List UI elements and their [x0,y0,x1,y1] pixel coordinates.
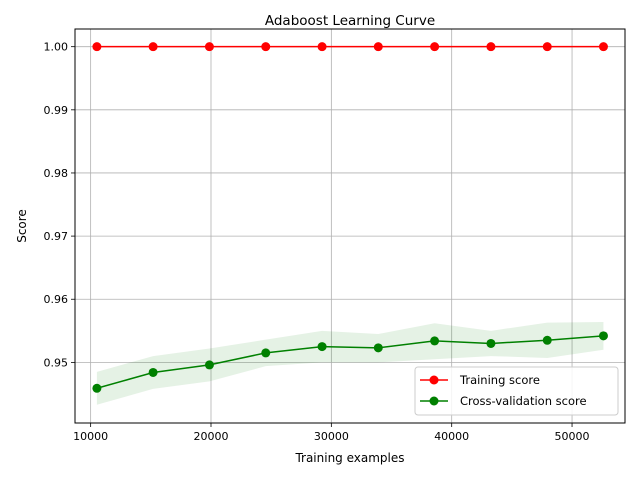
x-tick-label: 30000 [314,430,349,443]
chart-title: Adaboost Learning Curve [265,13,435,29]
y-tick-label: 0.99 [44,104,69,117]
cross-validation-score-point [92,383,102,393]
legend-box [414,366,619,416]
plot-area [74,28,626,424]
cross-validation-score-point [430,336,440,346]
x-tick-label: 50000 [555,430,590,443]
y-tick-label: 0.95 [44,356,69,369]
x-tick-label: 10000 [73,430,108,443]
cross-validation-score-point [373,343,383,353]
cross-validation-score-line [96,335,604,389]
legend-swatch-training-marker [429,375,439,385]
training-score-point [317,42,327,52]
cross-validation-score-point [542,335,552,345]
cross-validation-score-point [598,331,608,341]
training-score-point [148,42,158,52]
training-score-point [204,42,214,52]
series-lines [92,42,608,393]
x-tick-label: 20000 [193,430,228,443]
legend-label-training: Training score [459,373,540,387]
training-score-point [430,42,440,52]
training-score-point [598,42,608,52]
cross-validation-score-point [317,342,327,352]
cross-validation-score-point [486,338,496,348]
cross-validation-score-point [148,367,158,377]
legend: Training score Cross-validation score [414,366,619,416]
training-score-point [261,42,271,52]
cross-validation-score-point [204,360,214,370]
training-score-point [542,42,552,52]
axis-ticks: 10000 20000 30000 40000 50000 0.95 0.96 0.97 0.9… [44,41,590,443]
y-tick-label: 0.98 [44,167,69,180]
legend-swatch-cv-marker [429,396,439,406]
legend-label-cv: Cross-validation score [460,394,587,408]
training-score-point [92,42,102,52]
training-score-point [373,42,383,52]
x-tick-label: 40000 [434,430,469,443]
y-tick-label: 0.97 [44,230,69,243]
y-tick-label: 0.96 [44,293,69,306]
y-axis-label: Score [15,209,29,243]
cross-validation-score-point [261,348,271,358]
training-score-point [486,42,496,52]
y-tick-label: 1.00 [44,41,69,54]
x-axis-label: Training examples [294,451,404,465]
